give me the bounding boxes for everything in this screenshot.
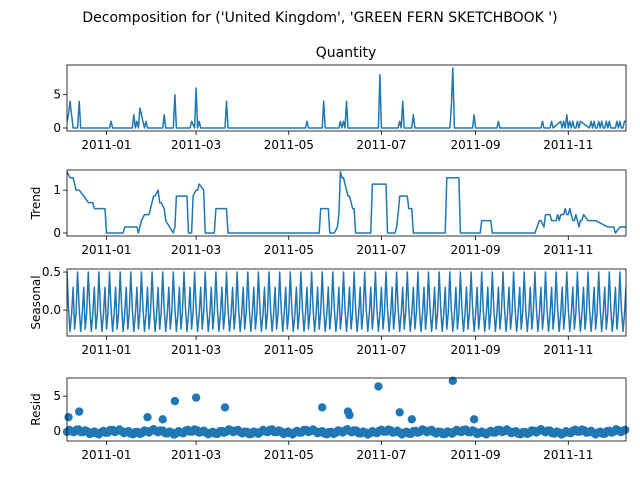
trend-xtick-label: 2011-11	[543, 243, 593, 257]
seasonal-xtick-label: 2011-07	[356, 343, 406, 357]
resid-point	[143, 413, 152, 422]
observed-axes-frame	[66, 64, 627, 132]
resid-point	[469, 415, 479, 424]
observed-xtick-label: 2011-05	[264, 138, 314, 152]
trend-xtick-label: 2011-09	[451, 243, 501, 257]
seasonal-axes-frame	[66, 268, 627, 337]
seasonal-xtick-label: 2011-05	[264, 343, 314, 357]
panel-seasonal: 0.0 0.5 2011-01 2011-03 2011-05 2011-07 2011-0…	[29, 265, 627, 357]
seasonal-xtick-label: 2011-09	[451, 343, 501, 357]
trend-ylabel: Trend	[29, 187, 43, 221]
trend-xtick-label: 2011-01	[81, 243, 131, 257]
resid-xtick-label: 2011-09	[451, 448, 501, 462]
seasonal-ytick-label: 0.0	[42, 303, 61, 317]
panel-observed: 0 5 2011-01 2011-03 2011-05 2011-07 2011-09 201…	[53, 64, 627, 152]
trend-xtick-label: 2011-03	[171, 243, 221, 257]
resid-xtick-label: 2011-11	[543, 448, 593, 462]
trend-xtick-label: 2011-05	[264, 243, 314, 257]
observed-ytick-label: 0	[53, 121, 61, 135]
resid-point	[374, 382, 383, 391]
resid-xtick-label: 2011-03	[171, 448, 221, 462]
seasonal-ylabel: Seasonal	[29, 275, 43, 329]
observed-xtick-label: 2011-07	[356, 138, 406, 152]
resid-ytick-label: 0	[53, 424, 61, 438]
resid-point	[75, 407, 84, 416]
resid-point	[345, 410, 354, 420]
resid-point	[318, 403, 327, 412]
seasonal-ytick-label: 0.5	[42, 265, 61, 279]
figure-title: Decomposition for ('United Kingdom', 'GR…	[82, 10, 557, 26]
resid-ytick-label: 5	[53, 389, 61, 403]
resid-point	[395, 408, 404, 417]
resid-point	[158, 415, 167, 424]
seasonal-xtick-label: 2011-11	[543, 343, 593, 357]
observed-xtick-label: 2011-01	[81, 138, 131, 152]
trend-ytick-label: 1	[53, 183, 61, 197]
observed-xtick-label: 2011-11	[543, 138, 593, 152]
resid-xtick-label: 2011-07	[356, 448, 406, 462]
trend-series-line	[67, 170, 626, 234]
observed-ytick-label: 5	[53, 88, 61, 102]
observed-xtick-label: 2011-03	[171, 138, 221, 152]
resid-xtick-label: 2011-01	[81, 448, 131, 462]
quantity-panel-title: Quantity	[316, 45, 377, 61]
trend-ytick-label: 0	[53, 226, 61, 240]
resid-point	[191, 393, 201, 402]
seasonal-xtick-label: 2011-03	[171, 343, 221, 357]
resid-point	[448, 376, 457, 385]
resid-point	[64, 413, 73, 422]
resid-point	[621, 425, 630, 435]
resid-xtick-label: 2011-05	[264, 448, 314, 462]
seasonal-xtick-label: 2011-01	[81, 343, 131, 357]
resid-axes-frame	[66, 377, 627, 442]
panel-trend: 0 1 2011-01 2011-03 2011-05 2011-07 2011-09 201…	[29, 169, 627, 257]
trend-axes-frame	[66, 169, 627, 237]
observed-xtick-label: 2011-09	[451, 138, 501, 152]
seasonal-series-line	[67, 271, 626, 333]
trend-xtick-label: 2011-07	[356, 243, 406, 257]
resid-point	[220, 403, 230, 412]
resid-point	[170, 396, 180, 406]
resid-ylabel: Resid	[29, 393, 43, 425]
observed-series-line	[67, 67, 626, 129]
resid-point	[407, 415, 416, 424]
panel-resid: 0 5 2011-01 2011-03 2011-05 2011-07 2011-09 201…	[29, 376, 630, 462]
